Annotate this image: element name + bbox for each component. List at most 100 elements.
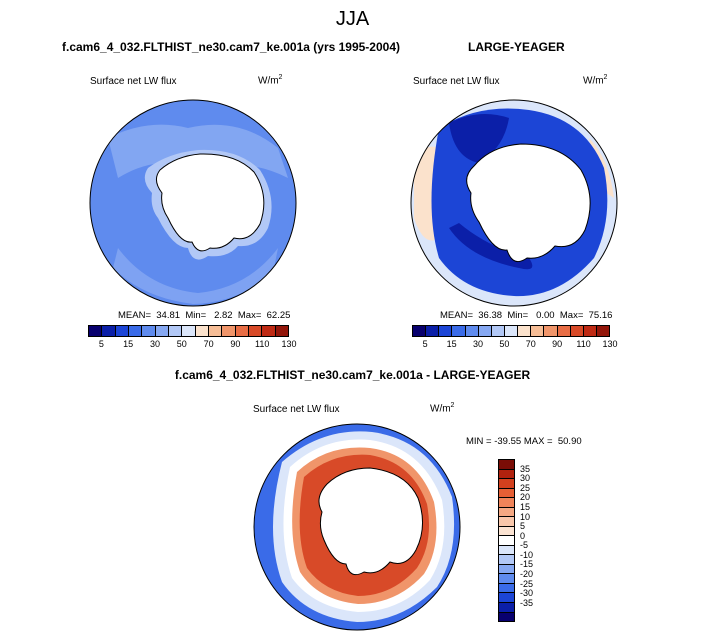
colorbar-swatch [182,326,196,336]
colorbar-tick-label: 20 [520,492,531,503]
colorbar-swatch [499,507,514,518]
diff-units-label: W/m2 [430,402,455,415]
diff-map-antarctica [318,467,423,576]
model-units-label: W/m2 [258,74,283,87]
colorbar-tick-label: 0 [520,530,526,541]
obs-units-label: W/m2 [583,74,608,87]
colorbar-swatch [499,498,514,508]
colorbar-tick-label: 30 [472,339,484,349]
colorbar-swatch [465,326,479,336]
diff-panel-title: f.cam6_4_032.FLTHIST_ne30.cam7_ke.001a -… [174,368,531,382]
colorbar-swatch [439,326,453,336]
colorbar-tick-label: 15 [446,339,457,349]
colorbar-tick-label: 15 [520,501,531,512]
diff-variable-label: Surface net LW flux [253,404,340,415]
colorbar-swatch [499,536,514,546]
colorbar-tick-label: 50 [176,339,187,349]
obs-map-antarctica [466,143,591,263]
colorbar-swatch [222,326,236,336]
diff-colorbar-ticks: 35 30 25 20 15 10 5 0 -5 -10 -15 -20 -25 -30 -35 [520,459,550,622]
colorbar-swatch [544,326,558,336]
colorbar-tick-label: 30 [149,339,161,349]
colorbar-swatch [413,326,427,336]
colorbar-swatch [583,326,597,336]
colorbar-tick-label: 10 [520,511,531,522]
obs-colorbar-ticks: 5 15 30 50 70 90 110 130 [412,339,618,351]
colorbar-swatch [235,326,249,336]
obs-stats: MEAN= 36.38 Min= 0.00 Max= 75.16 [440,310,613,321]
figure-title: JJA [335,8,370,30]
colorbar-swatch [499,469,514,480]
colorbar-swatch [452,326,466,336]
colorbar-tick-label: 5 [98,339,104,349]
colorbar-swatch [499,612,514,622]
colorbar-swatch [115,326,129,336]
colorbar-swatch [499,583,514,594]
model-map-light-patch-south [113,248,278,304]
diff-colorbar [498,459,515,622]
colorbar-swatch [499,526,514,537]
model-map [89,99,297,307]
colorbar-swatch [499,517,514,527]
colorbar-swatch [262,326,276,336]
colorbar-swatch [102,326,116,336]
obs-variable-label: Surface net LW flux [413,76,500,87]
obs-map [410,99,618,307]
model-colorbar [88,325,289,337]
colorbar-swatch [499,555,514,565]
colorbar-tick-label: 130 [602,339,618,349]
colorbar-swatch [426,326,440,336]
colorbar-tick-label: 50 [499,339,510,349]
colorbar-tick-label: 90 [230,339,241,349]
model-colorbar-ticks: 5 15 30 50 70 90 110 130 [88,339,297,351]
colorbar-swatch [248,326,263,336]
colorbar-swatch [557,326,571,336]
colorbar-swatch [208,326,223,336]
colorbar-tick-label: 25 [520,482,531,493]
colorbar-swatch [142,326,156,336]
colorbar-swatch [499,602,514,613]
colorbar-swatch [531,326,545,336]
colorbar-tick-label: 70 [203,339,214,349]
colorbar-tick-label: 35 [520,463,531,474]
colorbar-tick-label: -35 [520,597,534,608]
colorbar-swatch [504,326,519,336]
colorbar-swatch [499,545,514,556]
model-variable-label: Surface net LW flux [90,76,177,87]
colorbar-tick-label: -30 [520,588,534,599]
colorbar-tick-label: 70 [525,339,536,349]
diff-stats: MIN = -39.55 MAX = 50.90 [466,436,582,447]
colorbar-swatch [499,460,514,470]
obs-colorbar [412,325,610,337]
colorbar-tick-label: -20 [520,569,534,580]
colorbar-tick-label: 15 [123,339,134,349]
colorbar-tick-label: 5 [520,521,526,532]
colorbar-swatch [570,326,584,336]
colorbar-tick-label: -15 [520,559,534,570]
model-map-antarctica [156,153,265,252]
colorbar-tick-label: -25 [520,578,534,589]
model-panel-title: f.cam6_4_032.FLTHIST_ne30.cam7_ke.001a (… [62,40,400,54]
obs-map-dark-patch [449,114,509,163]
colorbar-swatch [128,326,143,336]
colorbar-tick-label: 5 [422,339,428,349]
colorbar-swatch [518,326,532,336]
colorbar-swatch [499,564,514,575]
colorbar-tick-label: 90 [552,339,563,349]
obs-panel-title: LARGE-YEAGER [468,40,565,54]
model-stats: MEAN= 34.81 Min= 2.82 Max= 62.25 [118,310,291,321]
colorbar-tick-label: 110 [255,339,270,349]
colorbar-swatch [168,326,183,336]
colorbar-swatch [89,326,103,336]
colorbar-tick-label: -10 [520,549,534,560]
diff-map [253,423,461,631]
colorbar-swatch [155,326,169,336]
colorbar-swatch [499,488,514,499]
colorbar-swatch [195,326,209,336]
colorbar-swatch [499,479,514,489]
colorbar-tick-label: 110 [576,339,591,349]
colorbar-swatch [499,574,514,584]
colorbar-swatch [499,593,514,603]
colorbar-tick-label: 130 [281,339,297,349]
colorbar-swatch [275,326,288,336]
